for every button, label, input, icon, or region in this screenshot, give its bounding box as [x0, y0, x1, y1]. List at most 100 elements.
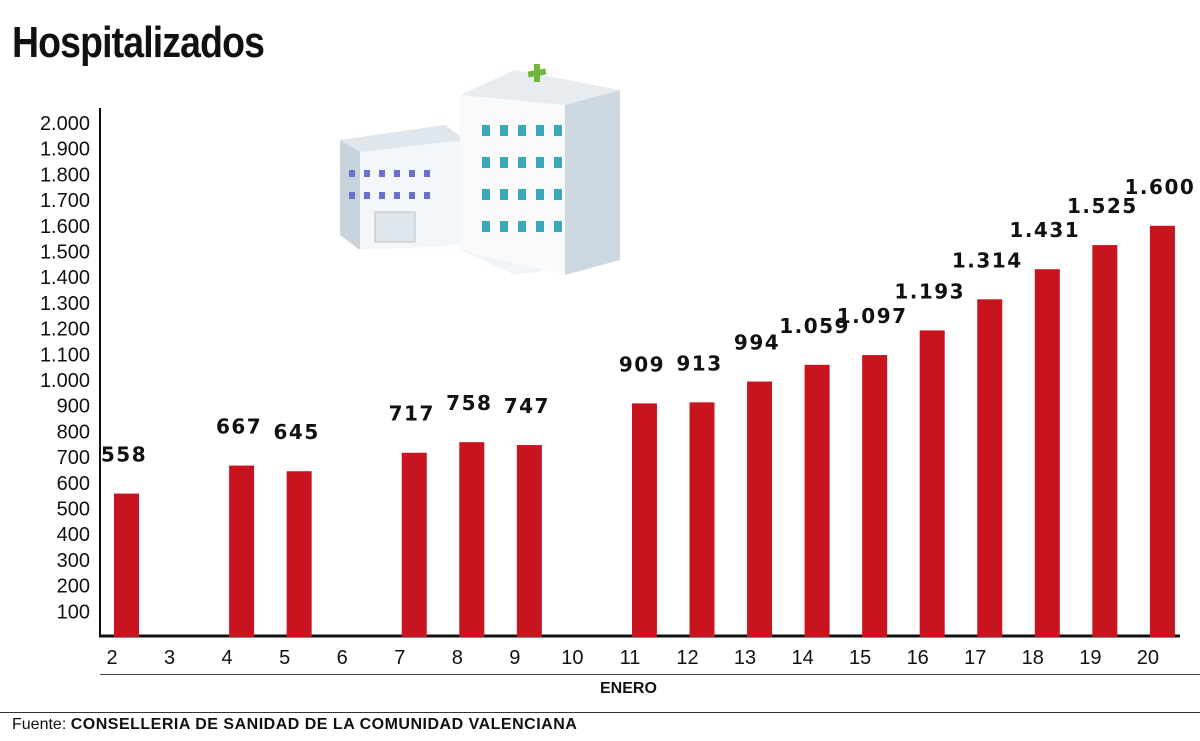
bar: [689, 402, 715, 637]
window: [379, 192, 385, 199]
data-label: 667: [216, 415, 262, 439]
source-note: Fuente: CONSELLERIA DE SANIDAD DE LA COM…: [12, 716, 577, 734]
hospital-buildings-icon: [340, 64, 620, 275]
x-axis: 2 3 4 5 6 7 8 9 10 11 12 13 14 15 16 17 18 19 20: [99, 634, 1180, 669]
bar: [1034, 269, 1060, 637]
source-divider: [0, 712, 1200, 713]
y-tick-label: 1.500: [40, 242, 90, 264]
data-label: 1.431: [1009, 218, 1080, 242]
window: [409, 170, 415, 177]
x-tick-label: 12: [676, 647, 698, 669]
data-label: 994: [734, 331, 780, 355]
window: [554, 189, 562, 200]
y-tick-label: 700: [57, 447, 90, 469]
window: [536, 125, 544, 136]
window: [500, 125, 508, 136]
data-label: 1.097: [837, 304, 908, 328]
x-tick-label: 5: [279, 647, 290, 669]
bar: [919, 330, 945, 637]
window: [500, 221, 508, 232]
bar: [286, 471, 312, 637]
y-tick-label: 2.000: [40, 113, 90, 135]
window: [379, 170, 385, 177]
window: [394, 170, 400, 177]
data-label: 1.059: [779, 314, 850, 338]
y-tick-label: 1.100: [40, 344, 90, 366]
source-name: CONSELLERIA DE SANIDAD DE LA COMUNIDAD V…: [70, 716, 578, 733]
window: [554, 125, 562, 136]
bar: [977, 299, 1003, 637]
x-tick-label: 18: [1022, 647, 1044, 669]
window: [424, 170, 430, 177]
window: [424, 192, 430, 199]
window: [518, 157, 526, 168]
y-axis: 100 200 300 400 500 600 700 800 900 1.000 1.100 1.2…: [40, 108, 101, 637]
data-label: 717: [389, 402, 435, 426]
x-axis-label: ENERO: [600, 680, 657, 697]
bar: [631, 403, 657, 637]
data-label: 1.193: [894, 279, 965, 303]
y-tick-label: 500: [57, 499, 90, 521]
bar: [1149, 225, 1175, 638]
y-tick-label: 1.300: [40, 293, 90, 315]
y-tick-label: 1.800: [40, 164, 90, 186]
data-label: 645: [274, 420, 320, 444]
x-tick-label: 20: [1137, 647, 1159, 669]
x-tick-label: 16: [907, 647, 929, 669]
data-label: 1.314: [952, 248, 1023, 272]
window: [518, 125, 526, 136]
window: [482, 125, 490, 136]
data-label: 913: [676, 351, 722, 375]
bar: [229, 465, 255, 637]
window: [349, 170, 355, 177]
x-tick-label: 15: [849, 647, 871, 669]
x-tick-label: 2: [106, 647, 117, 669]
x-tick-label: 14: [791, 647, 813, 669]
y-tick-label: 1.400: [40, 267, 90, 289]
window: [409, 192, 415, 199]
window: [536, 157, 544, 168]
y-tick-label: 900: [57, 396, 90, 418]
y-tick-label: 600: [57, 473, 90, 495]
y-tick-label: 1.600: [40, 216, 90, 238]
bar: [516, 445, 542, 637]
bar: [459, 442, 485, 637]
x-tick-label: 17: [964, 647, 986, 669]
window: [518, 221, 526, 232]
source-prefix: Fuente:: [12, 716, 67, 733]
x-tick-label: 6: [337, 647, 348, 669]
x-tick-label: 19: [1079, 647, 1101, 669]
bar: [1092, 245, 1118, 637]
bar: [804, 364, 830, 637]
window: [536, 189, 544, 200]
y-tick-label: 1.900: [40, 139, 90, 161]
window: [394, 192, 400, 199]
y-tick-label: 1.000: [40, 370, 90, 392]
chart-title: Hospitalizados: [12, 18, 265, 67]
window: [500, 157, 508, 168]
data-label: 1.525: [1067, 194, 1138, 218]
window: [500, 189, 508, 200]
window: [482, 189, 490, 200]
window: [554, 157, 562, 168]
x-tick-label: 13: [734, 647, 756, 669]
window: [482, 157, 490, 168]
window: [349, 192, 355, 199]
y-tick-label: 1.700: [40, 190, 90, 212]
y-tick-label: 1.200: [40, 319, 90, 341]
bar: [114, 493, 139, 637]
y-tick-label: 800: [57, 421, 90, 443]
x-tick-label: 8: [452, 647, 463, 669]
bar: [401, 452, 427, 637]
x-tick-label: 3: [164, 647, 175, 669]
window: [364, 192, 370, 199]
x-label-divider: [100, 674, 1200, 675]
x-tick-label: 9: [509, 647, 520, 669]
window: [364, 170, 370, 177]
y-tick-label: 400: [57, 524, 90, 546]
data-label: 909: [619, 352, 665, 376]
window: [482, 221, 490, 232]
x-tick-label: 11: [620, 647, 641, 669]
x-tick-label: 10: [561, 647, 583, 669]
